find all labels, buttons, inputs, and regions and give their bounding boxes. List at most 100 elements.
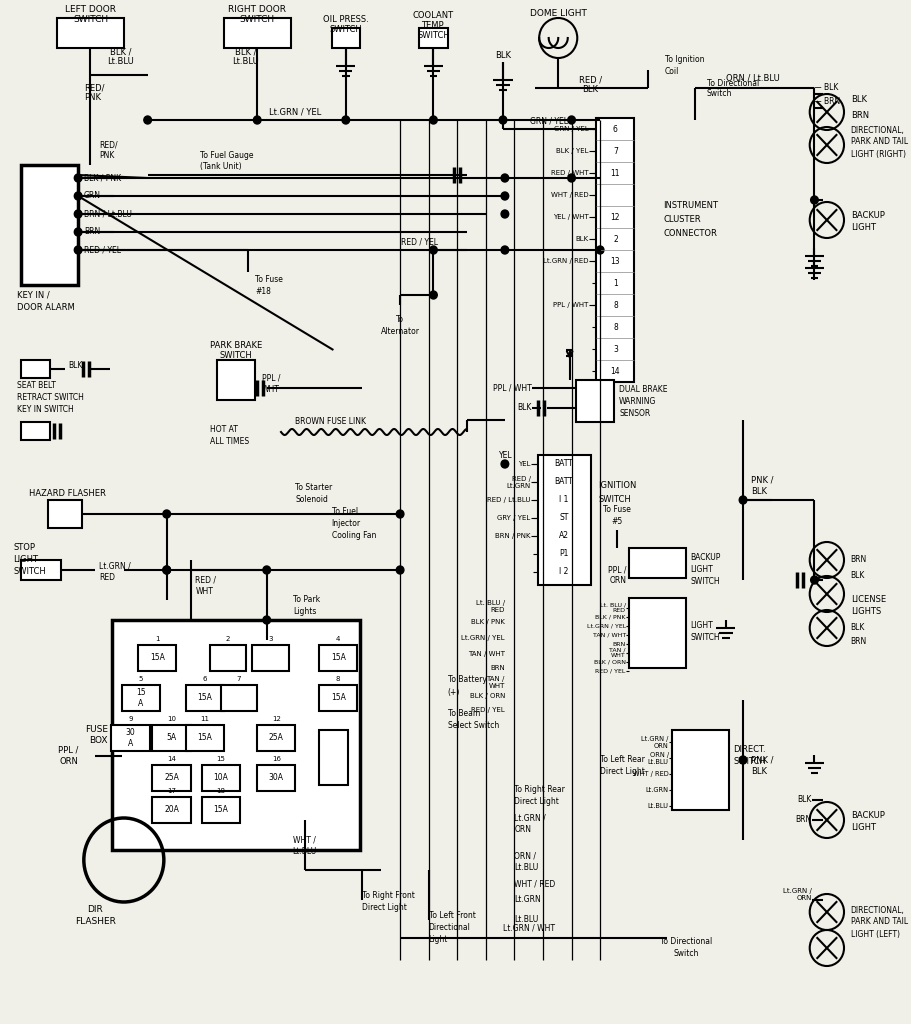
Text: RED / YEL: RED / YEL: [401, 238, 437, 247]
Text: To Battery: To Battery: [447, 676, 486, 684]
Text: SWITCH: SWITCH: [599, 495, 631, 504]
Circle shape: [253, 116, 261, 124]
Bar: [319, 645, 357, 671]
Text: Lt.GRN /
ORN: Lt.GRN / ORN: [783, 889, 812, 901]
Circle shape: [568, 116, 576, 124]
Text: Lt.GRN /: Lt.GRN /: [515, 813, 547, 822]
Text: RED: RED: [99, 573, 115, 583]
Text: BLK / ORN: BLK / ORN: [594, 659, 626, 665]
Text: RED /
Lt.GRN: RED / Lt.GRN: [507, 475, 530, 488]
Bar: [319, 730, 348, 785]
Text: Lt.GRN / YEL: Lt.GRN / YEL: [269, 108, 322, 117]
Circle shape: [75, 174, 82, 182]
Text: 25A: 25A: [269, 733, 283, 742]
Text: Lt.GRN /
ORN: Lt.GRN / ORN: [641, 735, 669, 749]
Bar: [152, 765, 190, 791]
Text: Lt.GRN / RED: Lt.GRN / RED: [543, 258, 589, 264]
Text: LIGHT: LIGHT: [691, 621, 713, 630]
Text: 6: 6: [613, 125, 618, 133]
Text: 9: 9: [128, 716, 133, 722]
Bar: [21, 560, 61, 580]
Text: P1: P1: [559, 550, 568, 558]
Text: WHT / RED: WHT / RED: [515, 880, 556, 889]
Text: SWITCH: SWITCH: [691, 633, 721, 641]
Circle shape: [163, 566, 170, 574]
Text: (Tank Unit): (Tank Unit): [200, 163, 241, 171]
Text: 3: 3: [269, 636, 272, 642]
Text: 25A: 25A: [164, 773, 179, 782]
Text: TAN /
WHT: TAN / WHT: [609, 647, 626, 658]
Text: RETRACT SWITCH: RETRACT SWITCH: [17, 392, 84, 401]
Text: BRN: BRN: [84, 227, 100, 237]
Circle shape: [163, 566, 170, 574]
Text: YEL: YEL: [518, 461, 530, 467]
Circle shape: [75, 210, 82, 218]
Text: Solenoid: Solenoid: [295, 496, 328, 505]
Text: Lt.BLU: Lt.BLU: [515, 863, 538, 872]
Text: 11: 11: [610, 169, 620, 177]
Text: RIGHT DOOR: RIGHT DOOR: [228, 5, 286, 14]
Text: Select Switch: Select Switch: [447, 722, 499, 730]
Text: COOLANT: COOLANT: [413, 11, 454, 20]
Text: To Fuel Gauge: To Fuel Gauge: [200, 151, 253, 160]
Text: To Fuse: To Fuse: [603, 506, 631, 514]
Text: Lt.GRN: Lt.GRN: [646, 787, 669, 793]
Text: Lt.GRN /: Lt.GRN /: [99, 561, 131, 570]
Text: BLK: BLK: [851, 95, 866, 104]
Circle shape: [75, 193, 82, 200]
Text: SWITCH: SWITCH: [73, 15, 108, 25]
Text: 15A: 15A: [198, 693, 212, 702]
Bar: [21, 165, 78, 285]
Text: RED / WHT: RED / WHT: [551, 170, 589, 176]
Text: To Starter: To Starter: [295, 483, 333, 493]
Text: LEFT DOOR: LEFT DOOR: [65, 5, 116, 14]
Text: #5: #5: [611, 517, 623, 526]
Text: 8: 8: [613, 300, 618, 309]
Text: WHT: WHT: [262, 385, 280, 394]
Circle shape: [501, 460, 508, 468]
Text: 2: 2: [226, 636, 230, 642]
Text: BLK: BLK: [751, 487, 767, 497]
Text: Direct Light: Direct Light: [515, 798, 559, 807]
Text: TEMP.: TEMP.: [422, 22, 445, 31]
Text: RED / YEL: RED / YEL: [471, 707, 505, 713]
Text: Directional: Directional: [429, 923, 471, 932]
Text: Direct Light: Direct Light: [362, 902, 407, 911]
Text: 14: 14: [610, 367, 620, 376]
Text: Light: Light: [429, 935, 448, 943]
Circle shape: [739, 756, 747, 764]
Text: 4: 4: [336, 636, 341, 642]
Text: 11: 11: [200, 716, 210, 722]
Text: 15A: 15A: [149, 653, 165, 663]
Circle shape: [501, 174, 508, 182]
Text: SENSOR: SENSOR: [619, 410, 650, 419]
Text: BLK / ORN: BLK / ORN: [469, 693, 505, 699]
Text: BLK: BLK: [517, 403, 531, 413]
Text: Lt.GRN: Lt.GRN: [515, 896, 541, 904]
Circle shape: [163, 510, 170, 518]
Bar: [186, 725, 224, 751]
Text: 15A: 15A: [331, 693, 345, 702]
Text: DOOR ALARM: DOOR ALARM: [17, 302, 75, 311]
Text: Coil: Coil: [665, 68, 680, 77]
Text: BACKUP: BACKUP: [691, 554, 721, 562]
Text: 30A: 30A: [269, 773, 283, 782]
Text: LIGHT: LIGHT: [851, 823, 875, 833]
Text: ORN /: ORN /: [515, 852, 537, 860]
Text: Lt. BLU /
RED: Lt. BLU / RED: [599, 602, 626, 613]
Text: BLK: BLK: [751, 768, 767, 776]
Circle shape: [597, 246, 604, 254]
Text: WHT / RED: WHT / RED: [551, 193, 589, 198]
Circle shape: [263, 566, 271, 574]
Text: PPL /
ORN: PPL / ORN: [609, 565, 627, 585]
Text: 1: 1: [613, 279, 618, 288]
Circle shape: [396, 566, 404, 574]
Text: HOT AT: HOT AT: [210, 426, 238, 434]
Text: 8: 8: [613, 323, 618, 332]
Text: 16: 16: [271, 756, 281, 762]
Text: 12: 12: [271, 716, 281, 722]
Text: INSTRUMENT: INSTRUMENT: [663, 202, 718, 211]
Circle shape: [430, 291, 437, 299]
Circle shape: [396, 510, 404, 518]
Text: I 1: I 1: [559, 496, 568, 505]
